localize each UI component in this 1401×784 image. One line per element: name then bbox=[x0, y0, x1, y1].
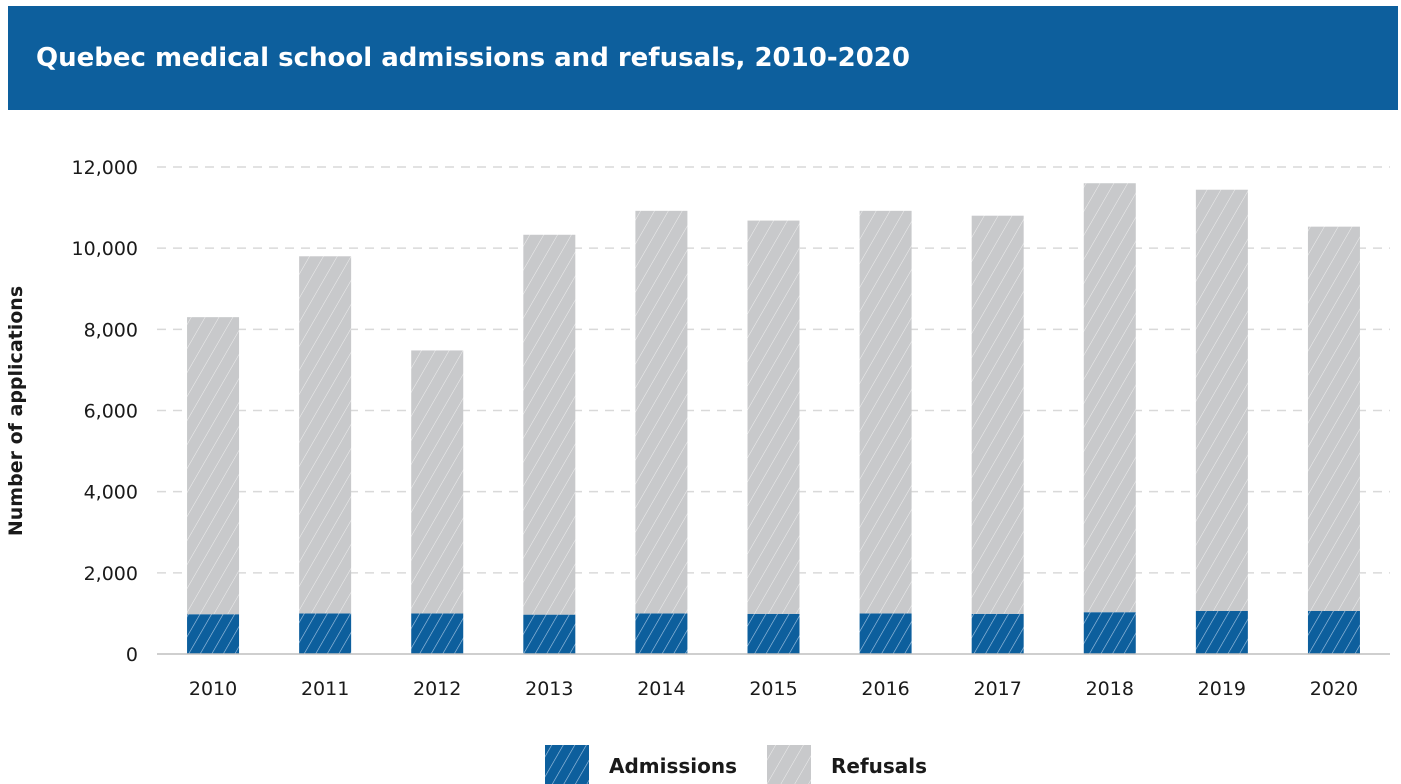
y-tick-label: 10,000 bbox=[72, 238, 138, 260]
legend-swatch-admissions bbox=[545, 745, 589, 784]
bar-admissions bbox=[411, 613, 464, 654]
bar-refusals bbox=[859, 210, 912, 614]
legend-label-admissions: Admissions bbox=[609, 754, 737, 778]
chart-title: Quebec medical school admissions and ref… bbox=[36, 43, 910, 73]
chart-header: Quebec medical school admissions and ref… bbox=[8, 6, 1398, 110]
y-tick-label: 8,000 bbox=[84, 319, 138, 341]
bars bbox=[187, 183, 1360, 654]
y-tick-label: 0 bbox=[126, 644, 138, 666]
bar-refusals bbox=[299, 256, 352, 614]
bar-refusals bbox=[971, 215, 1024, 614]
y-tick-label: 6,000 bbox=[84, 401, 138, 423]
bar-admissions bbox=[747, 613, 800, 654]
axes: 0 2,000 4,000 6,000 8,000 10,000 12,000 2010 201… bbox=[72, 157, 1390, 700]
legend: Admissions Refusals bbox=[545, 745, 927, 784]
bar-refusals bbox=[1307, 226, 1360, 611]
bar-refusals bbox=[523, 234, 576, 615]
bar-admissions bbox=[299, 613, 352, 654]
x-tick-label: 2013 bbox=[525, 678, 573, 700]
legend-swatch-refusals bbox=[767, 745, 811, 784]
x-tick-label: 2018 bbox=[1086, 678, 1134, 700]
bar-refusals bbox=[411, 350, 464, 614]
bar-admissions bbox=[971, 613, 1024, 654]
x-tick-label: 2017 bbox=[974, 678, 1022, 700]
bar-refusals bbox=[747, 220, 800, 614]
y-axis-label: Number of applications bbox=[5, 286, 27, 536]
bar-refusals bbox=[1195, 189, 1248, 611]
bar-refusals bbox=[635, 210, 688, 614]
bar-admissions bbox=[1195, 610, 1248, 654]
legend-label-refusals: Refusals bbox=[831, 754, 927, 778]
bar-admissions bbox=[523, 614, 576, 654]
bar-admissions bbox=[1083, 612, 1136, 654]
x-tick-label: 2015 bbox=[749, 678, 797, 700]
bar-admissions bbox=[1307, 610, 1360, 654]
bar-refusals bbox=[1083, 183, 1136, 613]
x-tick-label: 2014 bbox=[637, 678, 685, 700]
y-tick-label: 4,000 bbox=[84, 482, 138, 504]
x-tick-label: 2020 bbox=[1310, 678, 1358, 700]
bar-admissions bbox=[187, 614, 240, 654]
bar-admissions bbox=[635, 613, 688, 654]
y-tick-label: 12,000 bbox=[72, 157, 138, 179]
x-tick-label: 2011 bbox=[301, 678, 349, 700]
x-tick-label: 2016 bbox=[861, 678, 909, 700]
bar-refusals bbox=[187, 317, 240, 615]
y-tick-label: 2,000 bbox=[84, 563, 138, 585]
x-tick-label: 2010 bbox=[189, 678, 237, 700]
x-tick-label: 2012 bbox=[413, 678, 461, 700]
bar-admissions bbox=[859, 613, 912, 654]
x-tick-label: 2019 bbox=[1198, 678, 1246, 700]
